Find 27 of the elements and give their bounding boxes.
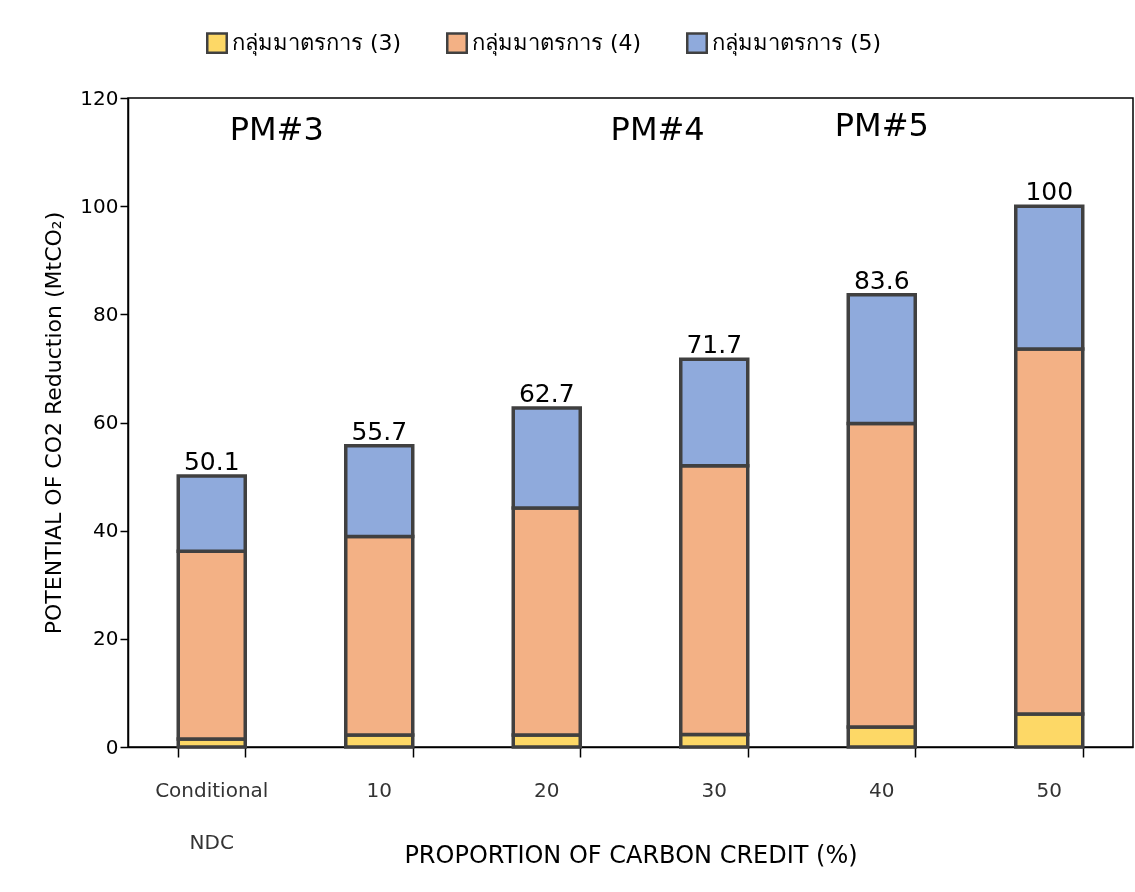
x-axis-title: PROPORTION OF CARBON CREDIT (%) [404,841,858,870]
x-tick-label: 40 [869,778,895,802]
y-tick-label: 20 [93,626,119,651]
total-label: 83.6 [853,265,910,295]
y-tick-label: 0 [105,734,119,759]
y-axis-title: POTENTIAL OF CO2 Reduction (MtCO₂) [41,211,67,635]
annotation: PM#3 [229,110,324,148]
total-label: 55.7 [351,416,408,446]
total-label: 62.7 [518,378,575,408]
total-label: 50.1 [183,447,240,477]
annotation: PM#5 [834,106,929,144]
total-label: 71.7 [686,330,743,360]
legend-label: กลุ่มมาตรการ (5) [712,30,882,57]
total-label: 100 [1025,177,1074,207]
y-tick-label: 80 [93,301,119,326]
legend-label: กลุ่มมาตรการ (4) [472,30,642,57]
category-label: Conditional NDC [155,778,269,854]
legend-label: กลุ่มมาตรการ (3) [232,30,402,57]
y-tick-label: 100 [80,193,119,218]
y-tick-label: 40 [93,518,119,543]
x-tick-label: 10 [366,778,392,802]
x-tick-label: 20 [534,778,560,802]
x-tick-label: 30 [701,778,727,802]
x-tick-label: 50 [1036,778,1062,802]
y-tick-label: 120 [80,85,119,110]
annotation: PM#4 [610,110,705,148]
y-tick-label: 60 [93,410,119,434]
